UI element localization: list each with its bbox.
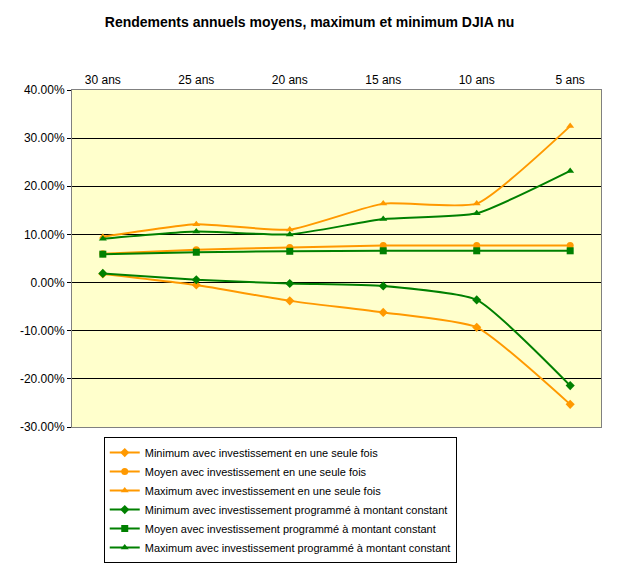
svg-text:10 ans: 10 ans xyxy=(459,73,495,87)
svg-text:Maximum avec investissement pr: Maximum avec investissement programmé à … xyxy=(145,542,451,554)
svg-text:20 ans: 20 ans xyxy=(272,73,308,87)
svg-text:-30.00%: -30.00% xyxy=(20,420,65,434)
svg-text:Maximum avec investissement en: Maximum avec investissement en une seule… xyxy=(145,485,381,497)
svg-text:5 ans: 5 ans xyxy=(556,73,585,87)
svg-text:20.00%: 20.00% xyxy=(24,179,65,193)
svg-text:0.00%: 0.00% xyxy=(31,276,65,290)
svg-text:25 ans: 25 ans xyxy=(178,73,214,87)
svg-text:30.00%: 30.00% xyxy=(24,131,65,145)
svg-text:30 ans: 30 ans xyxy=(85,73,121,87)
svg-text:Minimum avec investissement pr: Minimum avec investissement programmé à … xyxy=(145,504,448,516)
svg-text:15 ans: 15 ans xyxy=(365,73,401,87)
svg-text:Moyen avec investissement prog: Moyen avec investissement programmé à mo… xyxy=(145,523,436,535)
svg-text:Moyen avec investissement en u: Moyen avec investissement en une seule f… xyxy=(145,466,367,478)
svg-text:-20.00%: -20.00% xyxy=(20,372,65,386)
svg-text:Rendements annuels moyens, max: Rendements annuels moyens, maximum et mi… xyxy=(105,14,514,30)
svg-text:10.00%: 10.00% xyxy=(24,228,65,242)
svg-text:-10.00%: -10.00% xyxy=(20,324,65,338)
svg-text:40.00%: 40.00% xyxy=(24,83,65,97)
svg-text:Minimum avec investissement en: Minimum avec investissement en une seule… xyxy=(145,447,378,459)
